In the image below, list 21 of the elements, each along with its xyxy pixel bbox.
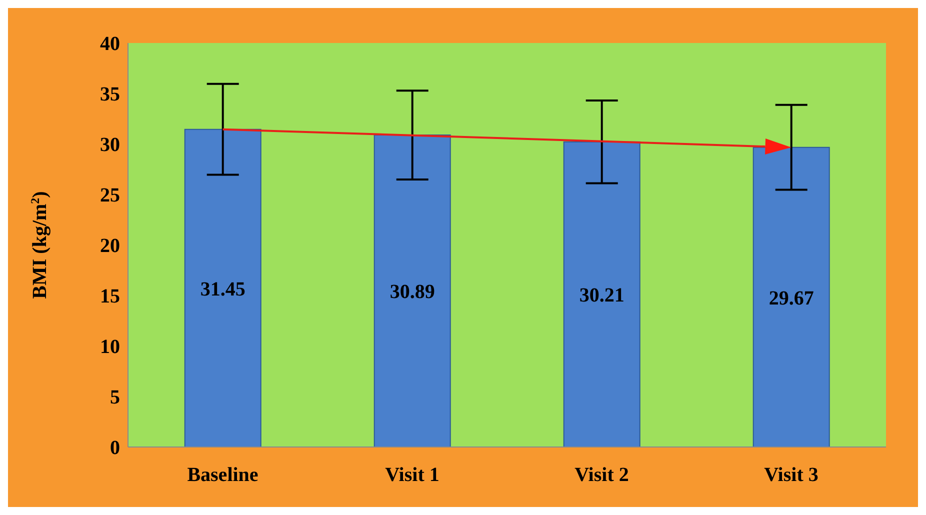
x-tick-label: Visit 1 [385, 464, 440, 486]
y-tick-label: 5 [110, 386, 120, 409]
y-tick-label: 40 [100, 33, 120, 56]
x-tick-label: Baseline [187, 464, 258, 486]
x-tick-label: Visit 2 [574, 464, 629, 486]
data-label: 30.89 [390, 281, 435, 304]
bar [563, 141, 640, 447]
y-tick-label: 35 [100, 84, 120, 106]
y-tick-label: 0 [110, 437, 120, 460]
y-tick-label: 20 [100, 235, 120, 258]
data-label: 29.67 [768, 287, 814, 310]
y-tick-label: 15 [100, 286, 120, 308]
y-tick-label: 30 [100, 134, 120, 156]
bar [752, 146, 830, 447]
y-tick-label: 10 [100, 336, 120, 358]
data-label: 31.45 [200, 278, 246, 300]
x-tick-label: Visit 3 [764, 464, 818, 486]
y-tick-label: 25 [100, 184, 120, 207]
bar [374, 134, 451, 447]
bar [184, 128, 262, 447]
data-label: 30.21 [579, 284, 624, 307]
